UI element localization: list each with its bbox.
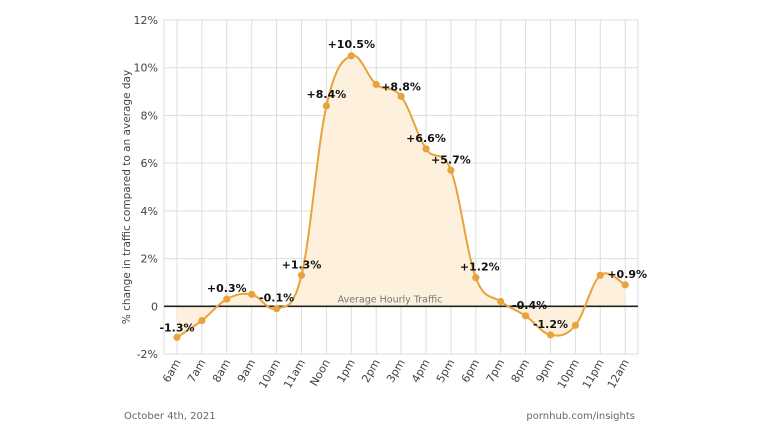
- data-point: [297, 271, 306, 279]
- x-tick-label: 6pm: [459, 357, 483, 385]
- data-label: -1.3%: [159, 321, 194, 334]
- chart-svg: Average Hourly Traffic -1.3% +0.3% -0.1% +1.…: [121, 14, 647, 391]
- data-point: [322, 102, 330, 110]
- y-tick-label: 4%: [141, 205, 158, 218]
- data-label: -0.4%: [512, 299, 547, 312]
- data-label: -0.1%: [259, 292, 294, 305]
- data-label: +0.9%: [607, 268, 647, 281]
- x-tick-label: 6am: [160, 357, 183, 385]
- data-label: +8.4%: [307, 88, 347, 101]
- x-tick-label: 2pm: [359, 357, 383, 385]
- x-tick-label: 11pm: [580, 357, 607, 391]
- x-tick-label: 11am: [281, 357, 308, 391]
- data-label: +8.8%: [381, 80, 421, 93]
- data-point: [546, 331, 555, 339]
- data-point: [522, 312, 530, 320]
- x-tick-label: 4pm: [409, 357, 433, 385]
- x-tick-label: 7pm: [484, 357, 508, 385]
- y-tick-label: 10%: [134, 62, 158, 75]
- x-tick-label: 8pm: [509, 357, 533, 385]
- data-point: [173, 333, 181, 341]
- data-label: +0.3%: [207, 282, 247, 295]
- data-point: [273, 305, 281, 313]
- footer-date: October 4th, 2021: [124, 411, 216, 422]
- data-label: +10.5%: [328, 38, 375, 51]
- data-point: [372, 80, 380, 89]
- data-point: [571, 321, 580, 329]
- y-tick-label: 2%: [141, 253, 158, 266]
- x-tick-label: 5pm: [434, 357, 458, 385]
- data-point: [422, 145, 430, 153]
- x-tick-label: 10pm: [555, 357, 582, 391]
- x-tick-label: Noon: [307, 357, 333, 388]
- data-point: [472, 274, 480, 282]
- data-point: [397, 92, 405, 100]
- footer-source: pornhub.com/insights: [526, 411, 635, 422]
- data-point: [223, 295, 231, 303]
- data-point: [447, 166, 455, 174]
- x-tick-label: 12am: [605, 357, 632, 391]
- x-tick-label: 10am: [256, 357, 283, 391]
- x-tick-label: 1pm: [334, 357, 358, 385]
- data-point: [198, 317, 206, 325]
- data-label: +1.2%: [460, 261, 500, 274]
- x-tick-label: 9am: [235, 357, 258, 385]
- data-point: [596, 271, 604, 279]
- y-tick-label: 0: [151, 300, 158, 313]
- data-point: [248, 290, 256, 298]
- data-label: +1.3%: [282, 258, 322, 271]
- data-label: +6.6%: [406, 132, 446, 145]
- baseline-label: Average Hourly Traffic: [338, 294, 443, 305]
- x-tick-label: 7am: [185, 357, 208, 385]
- x-tick-label: 3pm: [384, 357, 408, 385]
- y-tick-label: 12%: [134, 14, 158, 27]
- data-point: [347, 52, 355, 60]
- series-area: [177, 55, 626, 338]
- x-tick-label: 9pm: [533, 357, 557, 385]
- y-axis-label: % change in traffic compared to an avera…: [121, 70, 133, 324]
- y-tick-label: -2%: [137, 348, 158, 361]
- y-tick-label: 8%: [141, 109, 158, 122]
- data-point: [621, 281, 629, 289]
- data-label: -1.2%: [533, 318, 568, 331]
- x-tick-label: 8am: [210, 357, 233, 385]
- y-tick-label: 6%: [141, 157, 158, 170]
- data-point: [497, 297, 505, 306]
- data-label: +5.7%: [431, 153, 471, 166]
